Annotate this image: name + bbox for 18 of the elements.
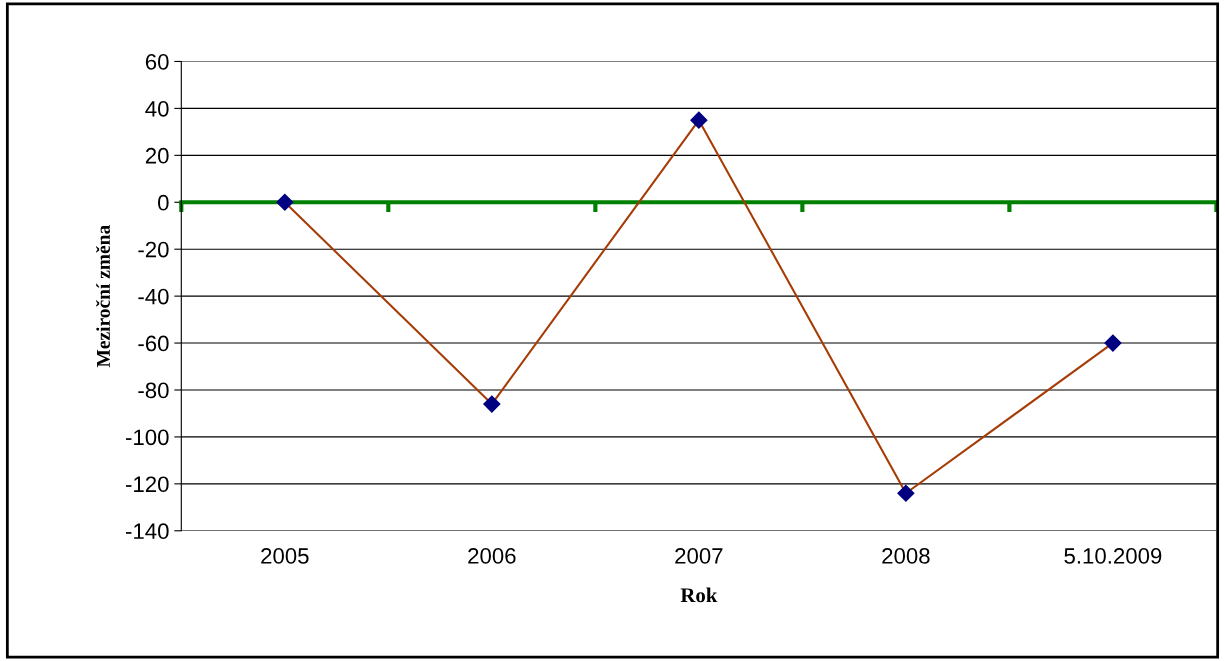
- y-tick-label: -80: [138, 382, 169, 399]
- y-tick-label: -40: [138, 288, 169, 305]
- y-tick-label: 20: [145, 147, 169, 164]
- y-tick-label: -20: [138, 241, 169, 258]
- x-tick-label: 2007: [675, 548, 723, 564]
- x-tick-label: 2005: [261, 548, 309, 564]
- y-tick-label: -60: [138, 335, 169, 352]
- y-tick-label: -100: [126, 429, 169, 446]
- y-tick-label: 60: [145, 54, 169, 70]
- y-tick-label: 40: [145, 100, 169, 117]
- y-tick-label: -140: [126, 523, 169, 540]
- x-axis-title: Rok: [680, 587, 718, 603]
- y-tick-label: 0: [158, 194, 169, 211]
- y-tick-label: -120: [126, 476, 169, 493]
- y-axis-title: Meziroční změna: [96, 225, 110, 368]
- x-tick-label: 2006: [468, 548, 516, 564]
- x-tick-label: 5.10.2009: [1064, 548, 1162, 564]
- x-tick-label: 2008: [882, 548, 930, 564]
